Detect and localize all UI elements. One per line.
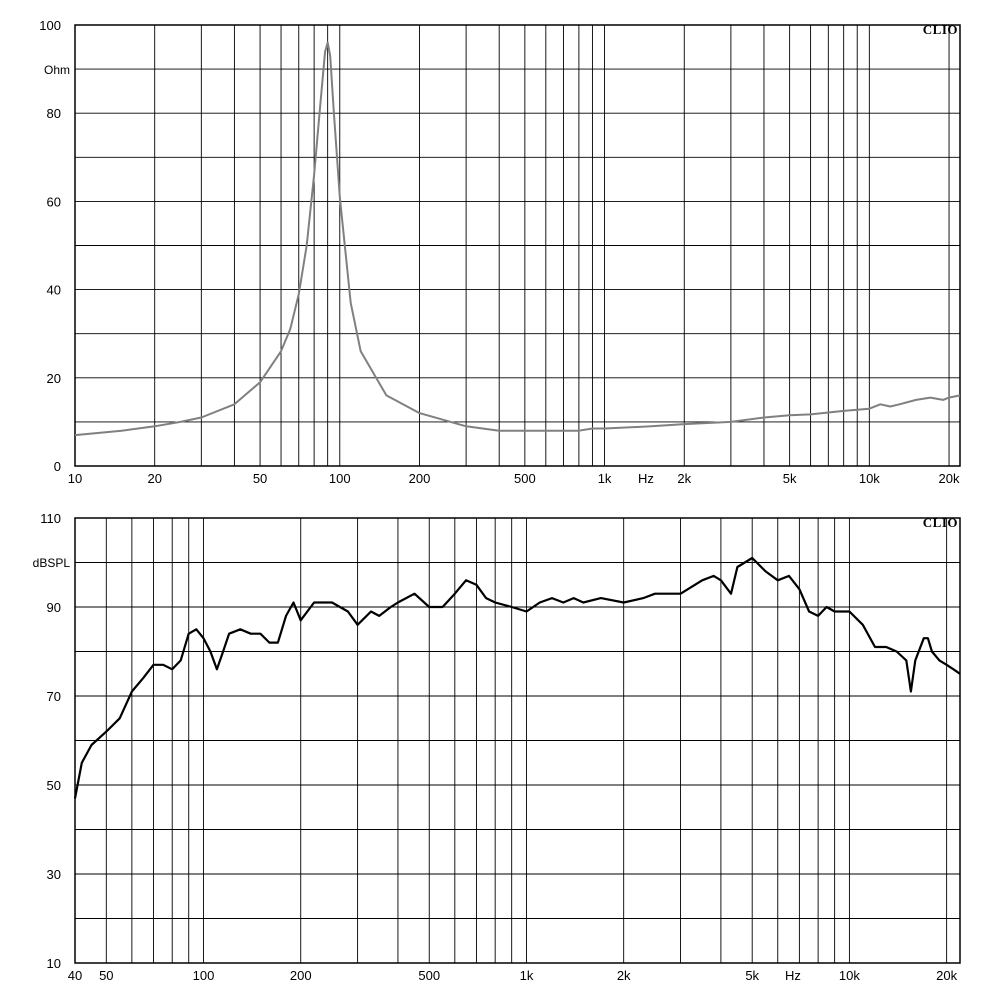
x-axis-label: Hz [785, 968, 801, 983]
x-axis-label: Hz [638, 471, 654, 486]
x-tick-label: 1k [520, 968, 534, 983]
y-tick-label: 20 [47, 371, 61, 386]
y-tick-label: 110 [40, 511, 61, 526]
impedance-chart: 0 20 40 60 80 100 10 20 50 100 200 500 1k 2k 5k 10k 20k O… [39, 18, 961, 486]
x-tick-label: 20k [936, 968, 957, 983]
plot-frame [74, 517, 961, 964]
x-tick-label: 200 [409, 471, 431, 486]
x-tick-label: 200 [290, 968, 312, 983]
y-axis-label: Ohm [44, 63, 70, 77]
x-tick-label: 10 [68, 471, 82, 486]
x-tick-label: 500 [514, 471, 536, 486]
series-line [73, 556, 961, 799]
y-tick-label: 80 [47, 106, 61, 121]
x-tick-label: 100 [329, 471, 351, 486]
x-tick-label: 50 [253, 471, 267, 486]
frequency-response-chart: 10 30 50 70 90 110 40 50 100 200 500 1k 2k 5k 10k 20k dB… [33, 511, 961, 983]
x-tick-label: 100 [193, 968, 215, 983]
y-tick-label: 70 [47, 689, 61, 704]
x-tick-label: 2k [677, 471, 691, 486]
x-tick-label: 10k [859, 471, 880, 486]
series-line [74, 41, 961, 437]
y-tick-label: 30 [47, 867, 61, 882]
y-tick-label: 10 [47, 956, 61, 971]
x-tick-label: 500 [418, 968, 440, 983]
x-tick-label: 20 [147, 471, 161, 486]
y-tick-label: 100 [39, 18, 61, 33]
x-tick-label: 40 [68, 968, 82, 983]
x-tick-label: 10k [839, 968, 860, 983]
x-tick-label: 2k [617, 968, 631, 983]
x-tick-label: 5k [745, 968, 759, 983]
y-tick-label: 0 [54, 459, 61, 474]
y-tick-label: 90 [47, 600, 61, 615]
clio-brand-label: CLIO [923, 22, 958, 37]
plot-frame [74, 24, 961, 467]
y-axis-label: dBSPL [33, 556, 71, 570]
x-tick-label: 5k [783, 471, 797, 486]
y-tick-label: 50 [47, 778, 61, 793]
clio-brand-label: CLIO [923, 515, 958, 530]
y-tick-label: 60 [47, 194, 61, 209]
x-tick-label: 1k [598, 471, 612, 486]
x-tick-label: 50 [99, 968, 113, 983]
y-tick-label: 40 [47, 283, 61, 298]
x-tick-label: 20k [939, 471, 960, 486]
